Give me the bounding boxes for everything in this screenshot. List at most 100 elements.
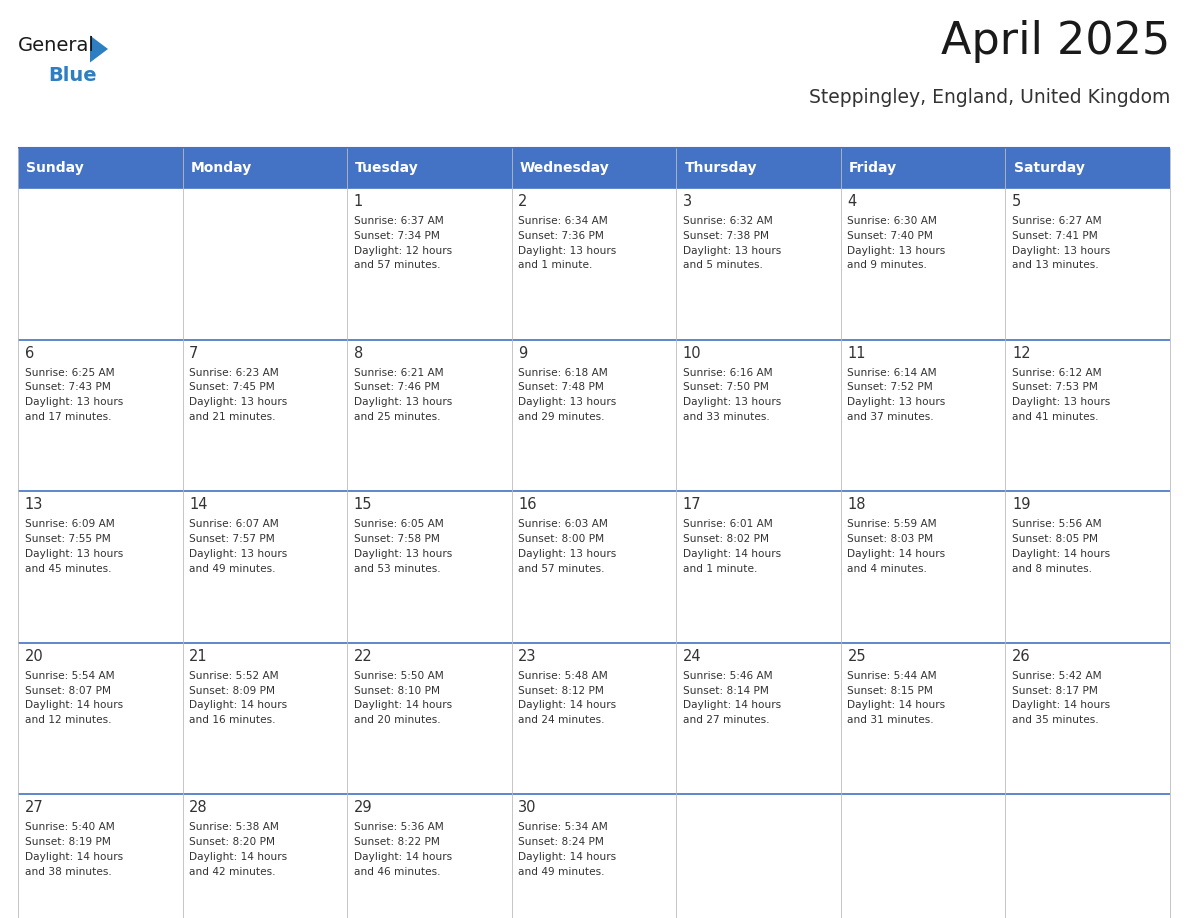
Text: Daylight: 13 hours: Daylight: 13 hours: [1012, 246, 1111, 255]
Text: 3: 3: [683, 194, 691, 209]
Bar: [183, 148, 347, 188]
Text: 9: 9: [518, 345, 527, 361]
Text: Daylight: 14 hours: Daylight: 14 hours: [518, 700, 617, 711]
Text: and 8 minutes.: and 8 minutes.: [1012, 564, 1092, 574]
Bar: [347, 148, 512, 188]
Text: Sunrise: 6:09 AM: Sunrise: 6:09 AM: [25, 520, 114, 529]
Text: Sunset: 7:50 PM: Sunset: 7:50 PM: [683, 383, 769, 392]
Text: Sunrise: 6:14 AM: Sunrise: 6:14 AM: [847, 367, 937, 377]
Text: and 16 minutes.: and 16 minutes.: [189, 715, 276, 725]
Text: and 38 minutes.: and 38 minutes.: [25, 867, 112, 877]
Text: Sunrise: 6:21 AM: Sunrise: 6:21 AM: [354, 367, 443, 377]
Text: 23: 23: [518, 649, 537, 664]
Bar: [347, 188, 512, 340]
Text: Daylight: 14 hours: Daylight: 14 hours: [847, 549, 946, 559]
Bar: [841, 340, 1005, 491]
Text: 7: 7: [189, 345, 198, 361]
Text: 25: 25: [847, 649, 866, 664]
Bar: [347, 794, 512, 918]
Text: Blue: Blue: [48, 66, 96, 85]
Text: and 20 minutes.: and 20 minutes.: [354, 715, 441, 725]
Bar: [676, 491, 841, 643]
Bar: [18, 794, 183, 918]
Text: Sunset: 7:53 PM: Sunset: 7:53 PM: [1012, 383, 1098, 392]
Text: and 33 minutes.: and 33 minutes.: [683, 412, 770, 422]
Bar: [183, 643, 347, 794]
Text: and 57 minutes.: and 57 minutes.: [354, 261, 441, 271]
Text: and 21 minutes.: and 21 minutes.: [189, 412, 276, 422]
Text: and 41 minutes.: and 41 minutes.: [1012, 412, 1099, 422]
Text: and 46 minutes.: and 46 minutes.: [354, 867, 441, 877]
Text: and 45 minutes.: and 45 minutes.: [25, 564, 112, 574]
Text: Sunset: 7:34 PM: Sunset: 7:34 PM: [354, 230, 440, 241]
Text: Daylight: 13 hours: Daylight: 13 hours: [189, 549, 287, 559]
Bar: [347, 491, 512, 643]
Text: and 1 minute.: and 1 minute.: [518, 261, 593, 271]
Text: Steppingley, England, United Kingdom: Steppingley, England, United Kingdom: [809, 88, 1170, 107]
Bar: [841, 188, 1005, 340]
Text: Wednesday: Wednesday: [520, 161, 609, 175]
Text: 18: 18: [847, 498, 866, 512]
Text: Sunrise: 6:16 AM: Sunrise: 6:16 AM: [683, 367, 772, 377]
Text: and 37 minutes.: and 37 minutes.: [847, 412, 934, 422]
Bar: [841, 794, 1005, 918]
Text: Sunrise: 6:34 AM: Sunrise: 6:34 AM: [518, 216, 608, 226]
Text: Daylight: 14 hours: Daylight: 14 hours: [25, 700, 122, 711]
Bar: [18, 491, 183, 643]
Text: Tuesday: Tuesday: [355, 161, 419, 175]
Text: Saturday: Saturday: [1013, 161, 1085, 175]
Text: Daylight: 14 hours: Daylight: 14 hours: [25, 852, 122, 862]
Text: Daylight: 14 hours: Daylight: 14 hours: [354, 700, 451, 711]
Text: and 35 minutes.: and 35 minutes.: [1012, 715, 1099, 725]
Polygon shape: [90, 36, 108, 62]
Text: and 29 minutes.: and 29 minutes.: [518, 412, 605, 422]
Bar: [183, 188, 347, 340]
Text: Daylight: 13 hours: Daylight: 13 hours: [354, 549, 451, 559]
Bar: [18, 340, 183, 491]
Bar: [1005, 340, 1170, 491]
Text: Sunset: 8:00 PM: Sunset: 8:00 PM: [518, 534, 605, 544]
Text: 6: 6: [25, 345, 33, 361]
Text: Sunrise: 5:48 AM: Sunrise: 5:48 AM: [518, 671, 608, 681]
Text: 10: 10: [683, 345, 701, 361]
Text: Daylight: 13 hours: Daylight: 13 hours: [25, 397, 122, 408]
Text: Daylight: 12 hours: Daylight: 12 hours: [354, 246, 451, 255]
Bar: [512, 188, 676, 340]
Text: Sunset: 8:05 PM: Sunset: 8:05 PM: [1012, 534, 1098, 544]
Text: 8: 8: [354, 345, 364, 361]
Text: and 53 minutes.: and 53 minutes.: [354, 564, 441, 574]
Text: 13: 13: [25, 498, 43, 512]
Text: Sunrise: 5:59 AM: Sunrise: 5:59 AM: [847, 520, 937, 529]
Text: Sunrise: 6:27 AM: Sunrise: 6:27 AM: [1012, 216, 1101, 226]
Bar: [18, 643, 183, 794]
Text: and 17 minutes.: and 17 minutes.: [25, 412, 112, 422]
Text: and 31 minutes.: and 31 minutes.: [847, 715, 934, 725]
Text: and 4 minutes.: and 4 minutes.: [847, 564, 928, 574]
Text: 27: 27: [25, 800, 43, 815]
Text: Sunset: 7:46 PM: Sunset: 7:46 PM: [354, 383, 440, 392]
Text: Sunset: 8:03 PM: Sunset: 8:03 PM: [847, 534, 934, 544]
Text: Sunset: 8:22 PM: Sunset: 8:22 PM: [354, 837, 440, 847]
Text: Daylight: 13 hours: Daylight: 13 hours: [518, 397, 617, 408]
Bar: [1005, 148, 1170, 188]
Text: Sunday: Sunday: [26, 161, 84, 175]
Text: Sunrise: 6:32 AM: Sunrise: 6:32 AM: [683, 216, 772, 226]
Text: April 2025: April 2025: [941, 20, 1170, 63]
Text: 30: 30: [518, 800, 537, 815]
Text: Sunset: 8:09 PM: Sunset: 8:09 PM: [189, 686, 276, 696]
Text: Sunset: 8:19 PM: Sunset: 8:19 PM: [25, 837, 110, 847]
Text: Sunrise: 6:37 AM: Sunrise: 6:37 AM: [354, 216, 443, 226]
Text: Sunrise: 5:44 AM: Sunrise: 5:44 AM: [847, 671, 937, 681]
Text: Daylight: 13 hours: Daylight: 13 hours: [518, 246, 617, 255]
Text: and 5 minutes.: and 5 minutes.: [683, 261, 763, 271]
Text: Thursday: Thursday: [684, 161, 757, 175]
Text: and 24 minutes.: and 24 minutes.: [518, 715, 605, 725]
Text: and 25 minutes.: and 25 minutes.: [354, 412, 441, 422]
Text: 14: 14: [189, 498, 208, 512]
Text: Sunrise: 6:25 AM: Sunrise: 6:25 AM: [25, 367, 114, 377]
Text: Sunset: 8:07 PM: Sunset: 8:07 PM: [25, 686, 110, 696]
Text: Sunset: 7:43 PM: Sunset: 7:43 PM: [25, 383, 110, 392]
Text: 17: 17: [683, 498, 701, 512]
Text: Daylight: 14 hours: Daylight: 14 hours: [354, 852, 451, 862]
Text: Sunset: 7:55 PM: Sunset: 7:55 PM: [25, 534, 110, 544]
